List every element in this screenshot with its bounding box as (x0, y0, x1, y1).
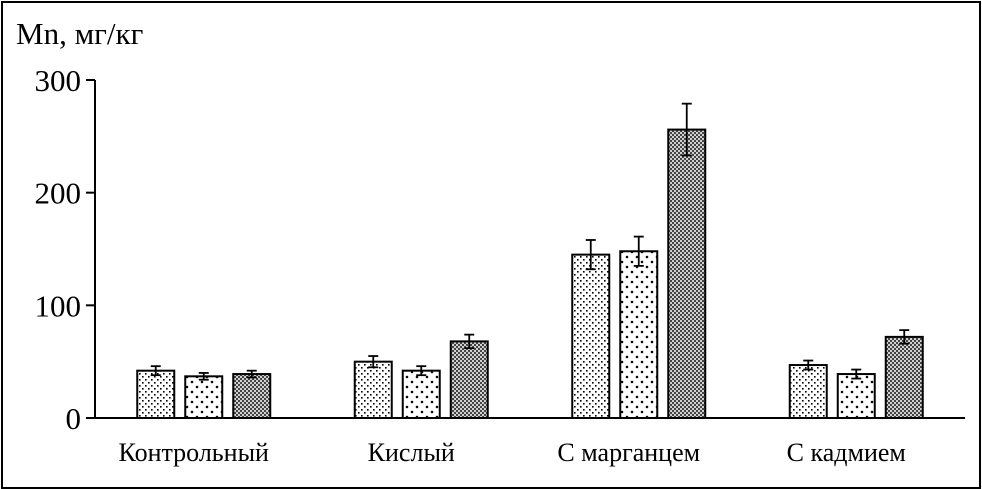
bar (232, 373, 272, 419)
x-tick-label: С марганцем (557, 438, 700, 467)
y-tick-label: 100 (35, 288, 82, 323)
x-tick-label: Контрольный (119, 438, 270, 467)
bar (788, 364, 828, 419)
x-tick-label: Кислый (368, 438, 455, 467)
y-tick-label: 300 (35, 63, 82, 98)
bar (353, 360, 393, 419)
bar (449, 340, 489, 419)
bar (884, 335, 924, 420)
bar-group (788, 329, 924, 420)
bar-group (353, 333, 489, 419)
bar (619, 250, 659, 419)
axes (94, 80, 965, 419)
x-tick-label: С кадмием (787, 438, 906, 467)
y-axis-title: Mn, мг/кг (16, 16, 143, 51)
bar (836, 373, 876, 419)
bar (184, 375, 224, 419)
bar (571, 253, 611, 419)
y-ticks: 0 100 200 300 (35, 63, 95, 436)
bar-group (136, 365, 272, 419)
bar (136, 369, 176, 419)
y-tick-label: 0 (66, 401, 82, 436)
bars (136, 102, 924, 420)
y-tick-label: 200 (35, 176, 82, 211)
bar-group (571, 102, 707, 419)
bar (667, 128, 707, 419)
x-tick-labels: Контрольный Кислый С марганцем С кадмием (119, 438, 906, 467)
bar (401, 369, 441, 419)
